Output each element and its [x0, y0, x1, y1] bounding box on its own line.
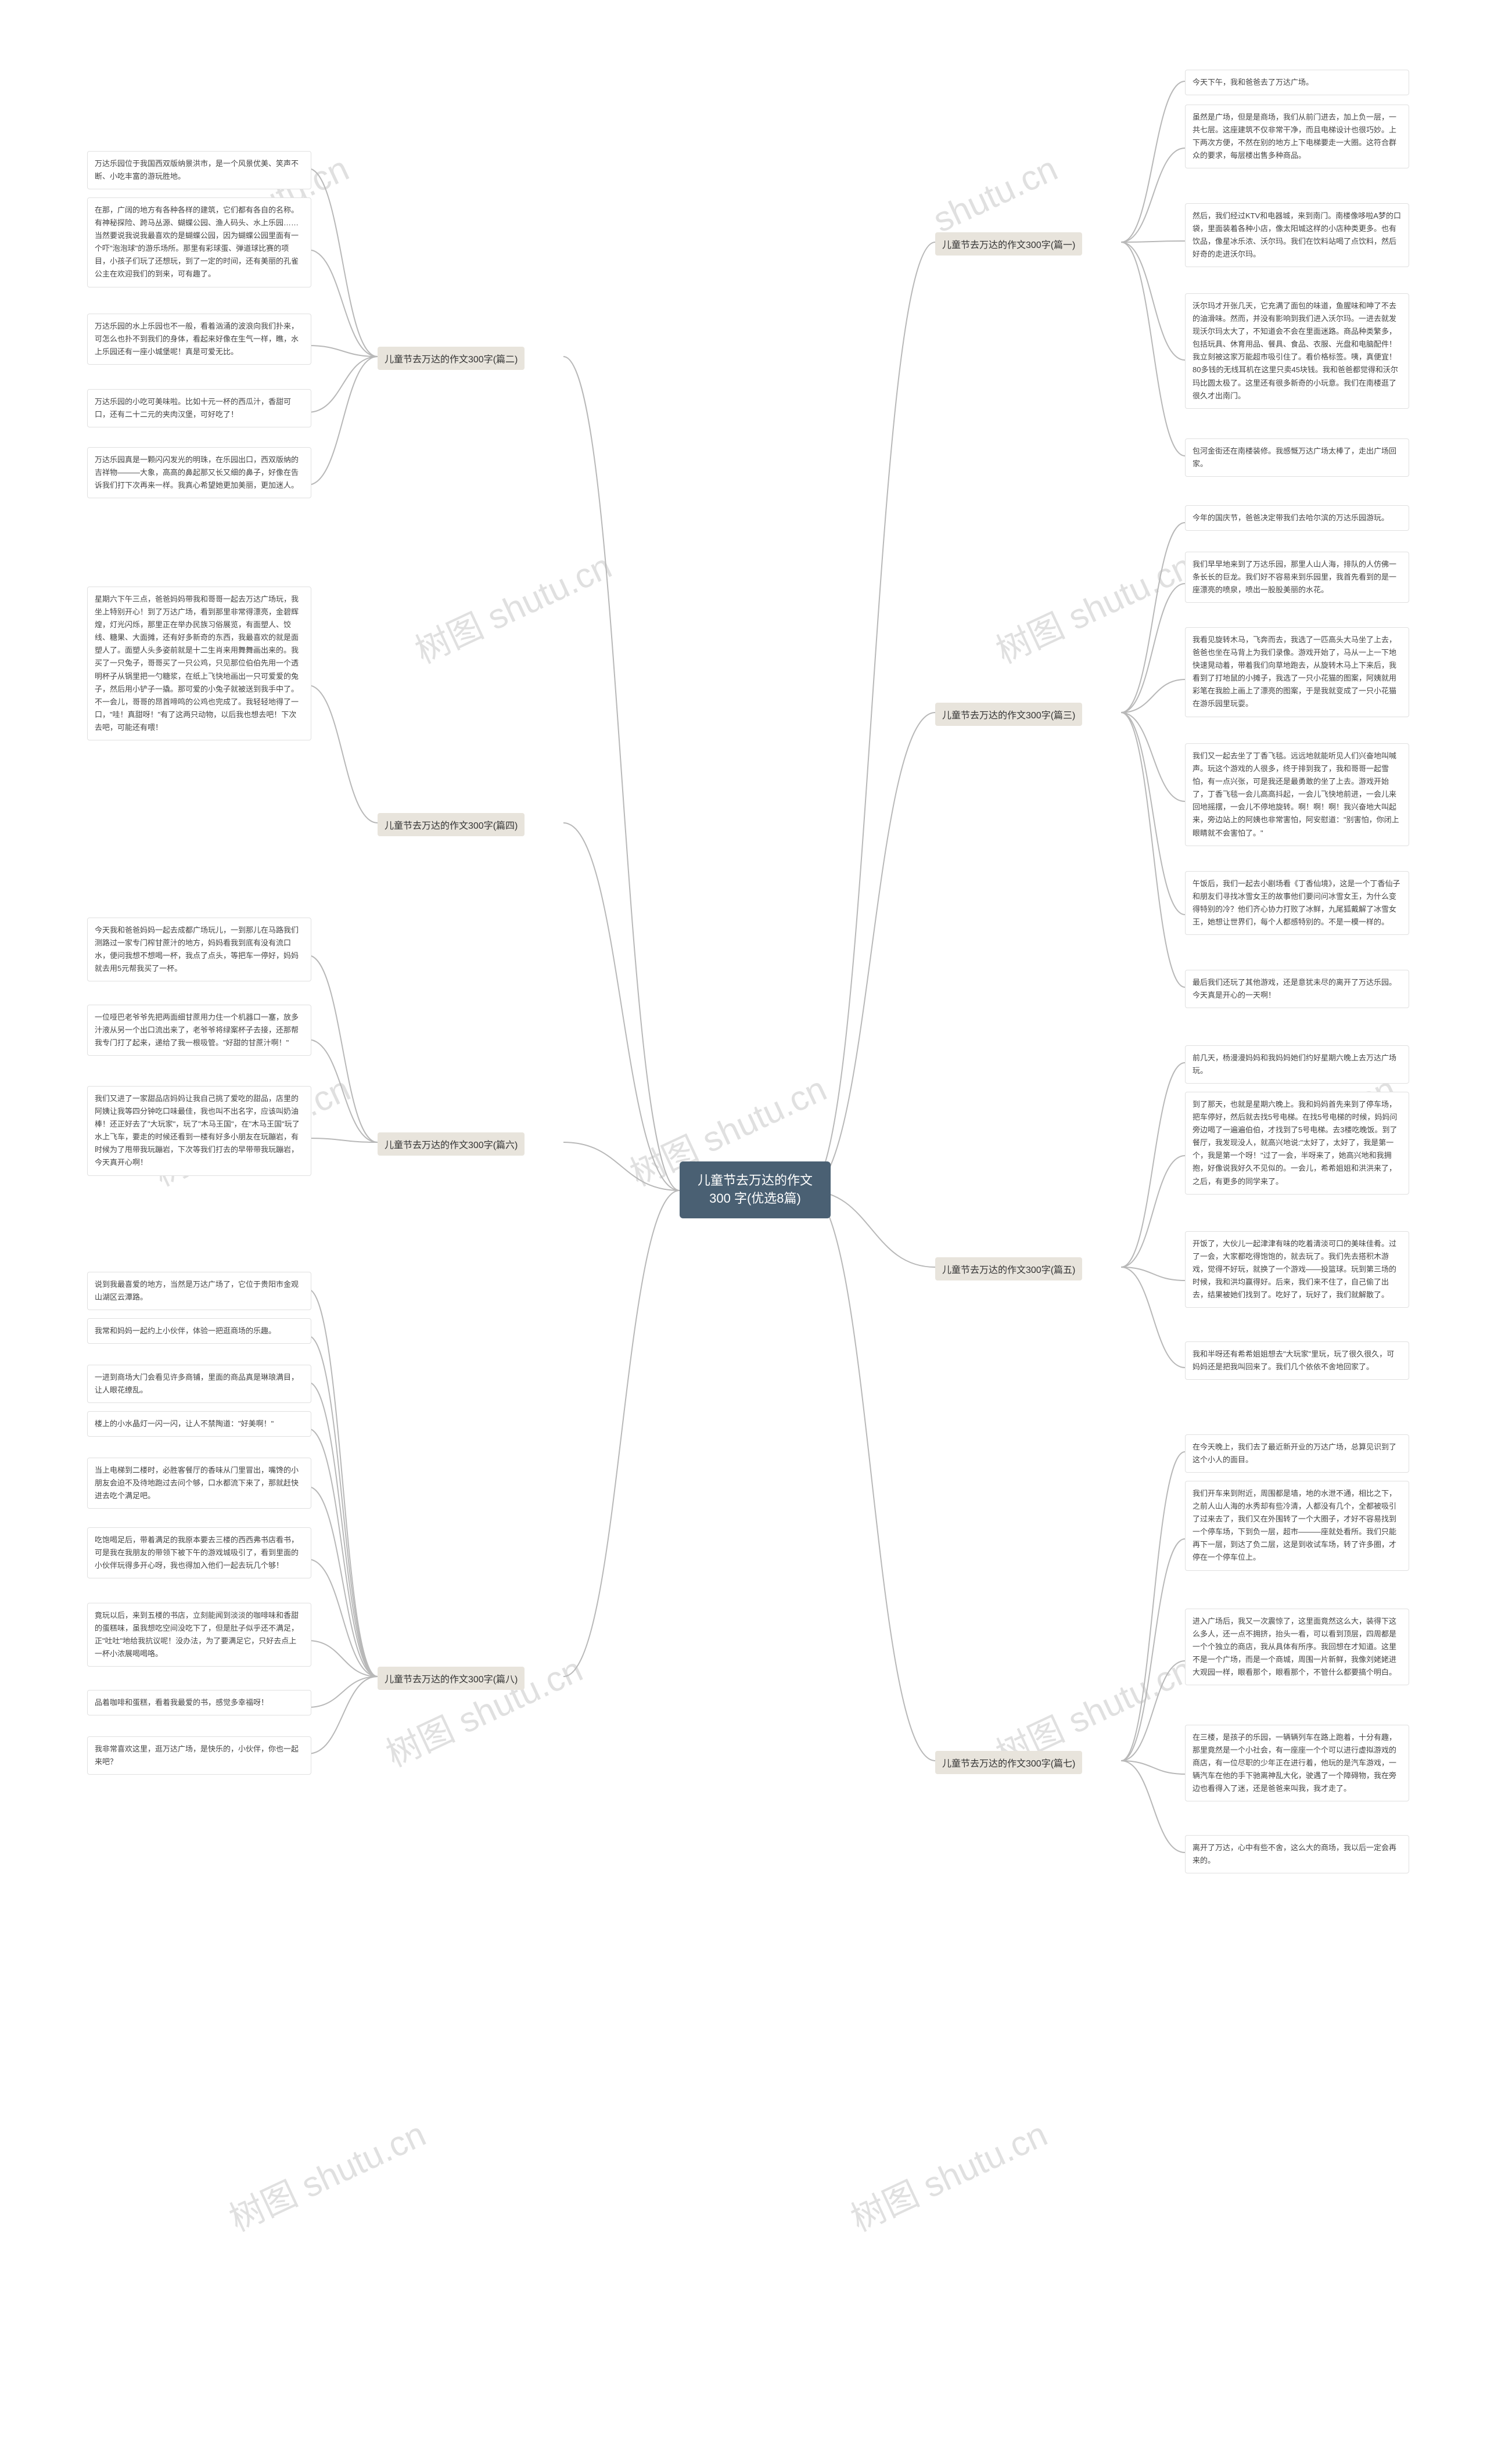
leaf-node: 今天我和爸爸妈妈一起去成都广场玩儿，一到那儿在马路我们测路过一家专门榨甘蔗汁的地…: [87, 918, 311, 981]
branch-node: 儿童节去万达的作文300字(篇六): [378, 1132, 525, 1156]
leaf-node: 一进到商场大门会看见许多商铺，里面的商品真是琳琅满目，让人眼花缭乱。: [87, 1365, 311, 1403]
leaf-node: 然后，我们经过KTV和电器城，来到南门。南楼像哆啦A梦的口袋，里面装着各种小店，…: [1185, 203, 1409, 267]
leaf-node: 今天下午，我和爸爸去了万达广场。: [1185, 70, 1409, 95]
watermark: 树图 shutu.cn: [987, 538, 1199, 673]
leaf-node: 虽然是广场，但是是商场，我们从前门进去，加上负一层，一共七层。这座建筑不仅非常干…: [1185, 105, 1409, 168]
watermark: 树图 shutu.cn: [406, 538, 619, 673]
watermark: 树图 shutu.cn: [377, 1642, 590, 1776]
leaf-node: 午饭后，我们一起去小剧场看《丁香仙境》，这是一个丁香仙子和朋友们寻找冰雪女王的故…: [1185, 871, 1409, 935]
leaf-node: 我们早早地来到了万达乐园，那里人山人海，排队的人仿佛一条长长的巨龙。我们好不容易…: [1185, 552, 1409, 603]
leaf-node: 我看见旋转木马，飞奔而去，我选了一匹高头大马坐了上去，爸爸也坐在马背上为我们录像…: [1185, 627, 1409, 717]
leaf-node: 楼上的小水晶灯一闪一闪，让人不禁陶道："好美啊！": [87, 1411, 311, 1437]
leaf-node: 星期六下午三点，爸爸妈妈带我和哥哥一起去万达广场玩，我坐上特别开心！到了万达广场…: [87, 587, 311, 740]
leaf-node: 万达乐园位于我国西双版纳景洪市，是一个风景优美、笑声不断、小吃丰富的游玩胜地。: [87, 151, 311, 189]
leaf-node: 吃饱喝足后，带着满足的我原本要去三楼的西西弗书店看书，可是我在我朋友的带领下被下…: [87, 1527, 311, 1578]
leaf-node: 在今天晚上，我们去了最近新开业的万达广场，总算见识到了这个小人的面目。: [1185, 1434, 1409, 1473]
leaf-node: 进入广场后，我又一次震惊了，这里面竟然这么大，装得下这么多人，还一点不拥挤，抬头…: [1185, 1609, 1409, 1685]
mindmap-root: 儿童节去万达的作文300 字(优选8篇): [680, 1161, 831, 1218]
leaf-node: 包河金街还在南楼装修。我感慨万达广场太棒了，走出广场回家。: [1185, 438, 1409, 477]
leaf-node: 离开了万达，心中有些不舍，这么大的商场，我以后一定会再来的。: [1185, 1835, 1409, 1873]
leaf-node: 最后我们还玩了其他游戏，还是意犹未尽的离开了万达乐园。今天真是开心的一天啊！: [1185, 970, 1409, 1008]
leaf-node: 我常和妈妈一起约上小伙伴，体验一把逛商场的乐趣。: [87, 1318, 311, 1344]
watermark: shutu.cn: [927, 148, 1064, 240]
leaf-node: 我非常喜欢这里，逛万达广场，是快乐的，小伙伴，你也一起来吧？: [87, 1736, 311, 1775]
leaf-node: 说到我最喜爱的地方，当然是万达广场了，它位于贵阳市金观山湖区云潭路。: [87, 1272, 311, 1310]
branch-node: 儿童节去万达的作文300字(篇一): [935, 232, 1082, 256]
leaf-node: 沃尔玛才开张几天，它充满了面包的味道，鱼腥味和呻了不去的油滑味。然而，并没有影响…: [1185, 293, 1409, 409]
leaf-node: 万达乐园的小吃可美味啦。比如十元一杯的西瓜汁，香甜可口，还有二十二元的夹肉汉堡，…: [87, 389, 311, 427]
branch-node: 儿童节去万达的作文300字(篇七): [935, 1751, 1082, 1774]
leaf-node: 当上电梯到二楼时，必胜客餐厅的香味从门里冒出，嘴馋的小朋友会迫不及待地跑过去问个…: [87, 1458, 311, 1509]
branch-node: 儿童节去万达的作文300字(篇二): [378, 347, 525, 370]
leaf-node: 开饭了，大伙儿一起津津有味的吃着清淡可口的美味佳肴。过了一会，大家都吃得饱饱的，…: [1185, 1231, 1409, 1308]
watermark: 树图 shutu.cn: [842, 2106, 1054, 2241]
branch-node: 儿童节去万达的作文300字(篇四): [378, 813, 525, 836]
watermark: 树图 shutu.cn: [220, 2106, 433, 2241]
leaf-node: 我们又进了一家甜品店妈妈让我自己挑了爱吃的甜品，店里的阿姨让我等四分钟吃口味最佳…: [87, 1086, 311, 1176]
leaf-node: 在三楼，是孩子的乐园，一辆辆列车在路上跑着，十分有趣，那里竟然是一个小社会，有一…: [1185, 1725, 1409, 1801]
leaf-node: 我和半呀还有希希姐姐想去"大玩家"里玩，玩了很久很久，可妈妈还是把我叫回来了。我…: [1185, 1341, 1409, 1380]
leaf-node: 一位哑巴老爷爷先把两面细甘蔗用力住一个机器口一塞，放多汁液从另一个出口流出来了，…: [87, 1005, 311, 1056]
branch-node: 儿童节去万达的作文300字(篇五): [935, 1257, 1082, 1280]
branch-node: 儿童节去万达的作文300字(篇三): [935, 703, 1082, 726]
leaf-node: 品着咖啡和蛋糕，看着我最爱的书，感觉多幸福呀！: [87, 1690, 311, 1715]
leaf-node: 今年的国庆节，爸爸决定带我们去哈尔滨的万达乐园游玩。: [1185, 505, 1409, 531]
leaf-node: 我们又一起去坐了丁香飞毯。远远地就能听见人们兴奋地叫喊声。玩这个游戏的人很多，终…: [1185, 743, 1409, 846]
branch-node: 儿童节去万达的作文300字(篇八): [378, 1667, 525, 1690]
leaf-node: 在那，广阔的地方有各种各样的建筑，它们都有各自的名称。有神秘探险、跨马丛源、蝴蝶…: [87, 197, 311, 287]
leaf-node: 万达乐园真是一颗闪闪发光的明珠，在乐园出口，西双版纳的吉祥物———大象，高高的鼻…: [87, 447, 311, 498]
leaf-node: 我们开车来到附近，周围都是墙，地的水泄不通，相比之下，之前人山人海的水秀却有些冷…: [1185, 1481, 1409, 1571]
leaf-node: 前几天，杨漫漫妈妈和我妈妈她们约好星期六晚上去万达广场玩。: [1185, 1045, 1409, 1084]
root-title: 儿童节去万达的作文300 字(优选8篇): [698, 1173, 813, 1206]
leaf-node: 万达乐园的水上乐园也不一般，看着汹涌的波浪向我们扑来，可怎么也扑不到我们的身体，…: [87, 314, 311, 365]
leaf-node: 竟玩以后，来到五楼的书店，立刻能闻到淡淡的咖啡味和香甜的蛋糕味，虽我想吃空间没吃…: [87, 1603, 311, 1667]
leaf-node: 到了那天，也就是星期六晚上。我和妈妈首先来到了停车场，把车停好，然后就去找5号电…: [1185, 1092, 1409, 1195]
